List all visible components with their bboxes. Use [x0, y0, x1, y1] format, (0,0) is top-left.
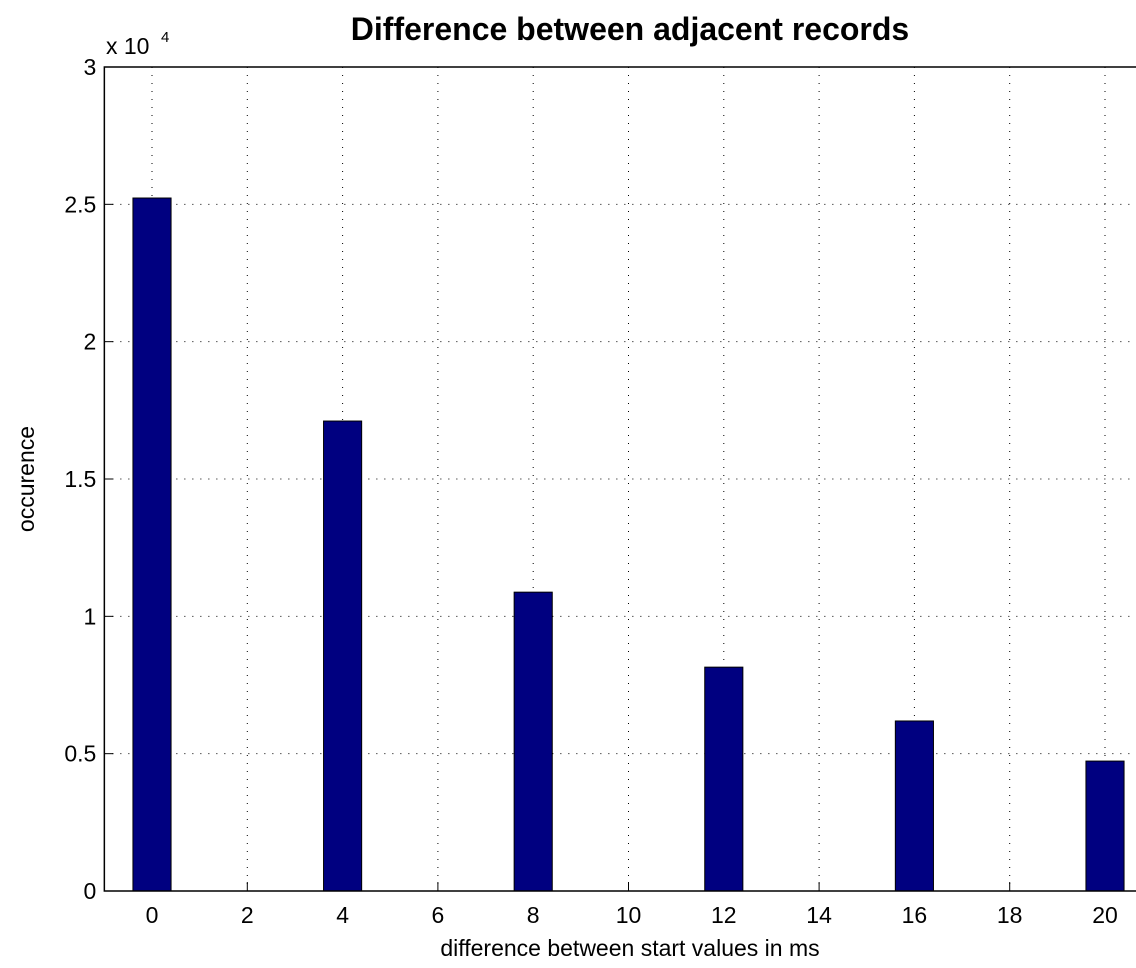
x-tick-label: 4	[336, 902, 349, 928]
bar	[132, 197, 172, 892]
x-tick-label: 12	[711, 902, 737, 928]
bar	[894, 720, 934, 892]
x-tick-label: 16	[902, 902, 928, 928]
x-tick-label: 6	[432, 902, 445, 928]
y-multiplier-exponent: 4	[161, 29, 169, 46]
x-tick-label: 14	[806, 902, 832, 928]
x-axis-label: difference between start values in ms	[440, 935, 819, 961]
x-tick-label: 8	[527, 902, 540, 928]
y-tick-label: 2	[84, 329, 97, 355]
x-tick-label: 18	[997, 902, 1023, 928]
y-tick-label: 1	[84, 603, 97, 629]
chart-title: Difference between adjacent records	[351, 11, 909, 47]
y-multiplier: x 10	[106, 33, 149, 59]
y-tick-label: 1.5	[64, 466, 96, 492]
x-tick-label: 20	[1092, 902, 1118, 928]
y-tick-label: 0	[84, 878, 97, 904]
bar	[513, 591, 553, 892]
x-tick-label: 0	[146, 902, 159, 928]
bar	[704, 666, 744, 892]
y-axis-label: occurence	[13, 426, 39, 532]
plot-frame	[103, 66, 1136, 892]
bar	[323, 420, 363, 892]
x-tick-label: 10	[616, 902, 642, 928]
y-tick-label: 2.5	[64, 191, 96, 217]
y-tick-label: 0.5	[64, 741, 96, 767]
y-tick-label: 3	[84, 54, 97, 80]
x-tick-label: 2	[241, 902, 254, 928]
bar	[1085, 760, 1125, 892]
